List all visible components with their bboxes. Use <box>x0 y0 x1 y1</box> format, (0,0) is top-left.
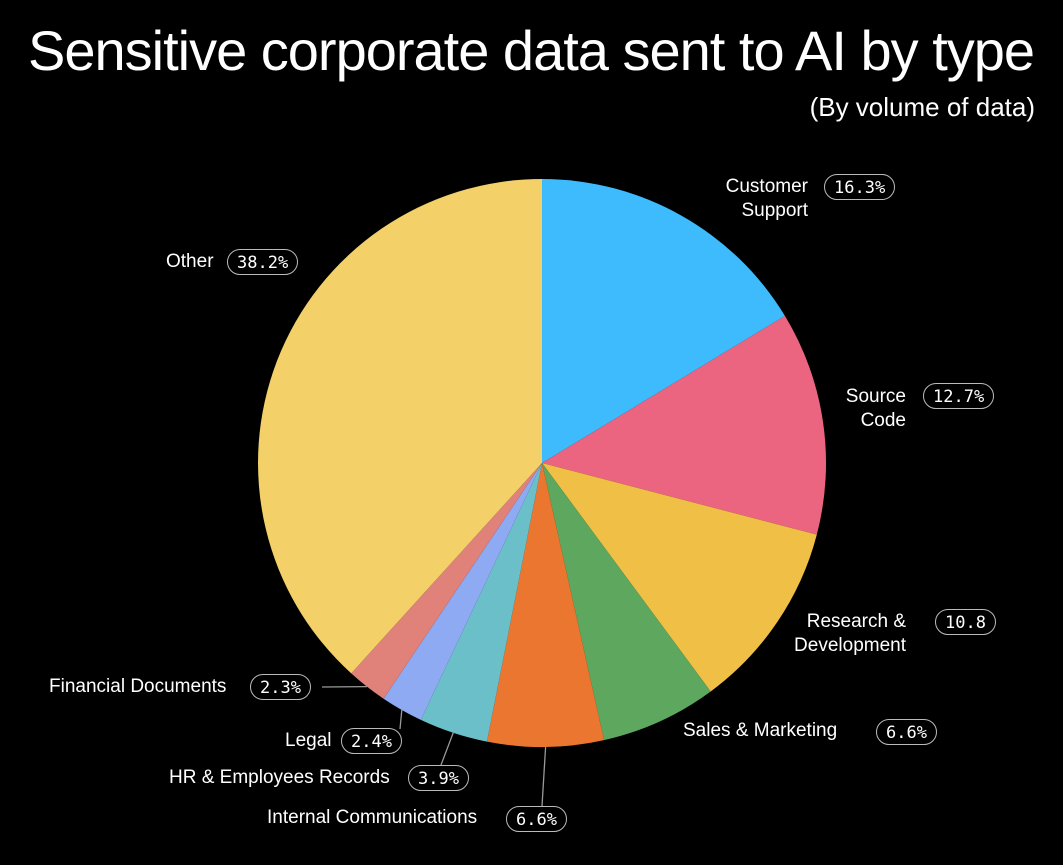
label-customer-support-line2: Support <box>741 200 808 221</box>
label-sales-marketing: Sales & Marketing <box>683 720 838 741</box>
value-hr-employees-records: 3.9% <box>408 765 469 791</box>
chart-subtitle: (By volume of data) <box>809 92 1035 122</box>
label-source-code: Source Code <box>810 385 906 433</box>
label-source-code-line2: Code <box>860 410 906 431</box>
value-internal-communications: 6.6% <box>506 806 567 832</box>
pie-slice-source-code <box>542 315 827 535</box>
pie-slice-financial-documents <box>351 463 542 699</box>
label-source-code-line1: Source <box>845 386 906 407</box>
pie-slice-sales-marketing <box>542 463 711 741</box>
value-financial-documents: 2.3% <box>250 674 311 700</box>
label-customer-support-line1: Customer <box>725 176 808 197</box>
label-other: Other <box>166 251 214 272</box>
label-research-line1: Research & <box>806 611 906 632</box>
value-legal: 2.4% <box>341 728 402 754</box>
value-other: 38.2% <box>227 249 299 275</box>
label-legal: Legal <box>285 730 332 751</box>
value-research-development: 10.8 <box>935 609 996 635</box>
leader-line-internal-communications <box>541 746 547 807</box>
label-financial-documents: Financial Documents <box>49 676 227 697</box>
value-customer-support: 16.3% <box>824 174 896 200</box>
leader-line-hr-employees-records <box>440 732 454 766</box>
chart-title: Sensitive corporate data sent to AI by t… <box>28 19 1035 82</box>
label-research-line2: Development <box>794 635 906 656</box>
pie-slice-other <box>258 179 542 674</box>
value-source-code: 12.7% <box>923 383 995 409</box>
label-customer-support: Customer Support <box>690 175 808 223</box>
pie-slice-internal-communications <box>486 463 605 747</box>
pie-slice-customer-support <box>542 179 785 463</box>
leader-line-legal <box>399 709 403 730</box>
value-sales-marketing: 6.6% <box>876 719 937 745</box>
label-research-development: Research & Development <box>760 610 906 658</box>
pie-slice-hr-employees-records <box>420 463 542 742</box>
pie-slice-legal <box>383 463 542 720</box>
pie-slice-research-development <box>542 463 817 692</box>
label-internal-communications: Internal Communications <box>267 807 478 828</box>
label-hr-employees-records: HR & Employees Records <box>169 767 390 788</box>
